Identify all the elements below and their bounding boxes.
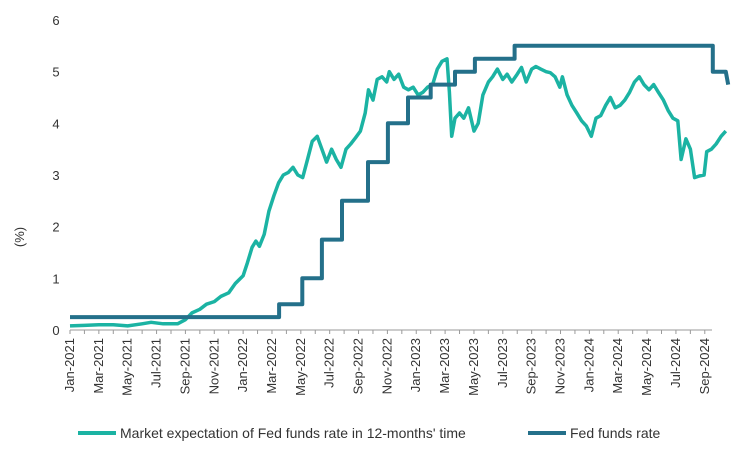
series-line-market-expectation [69,57,728,328]
x-tick-label: May-2024 [639,338,654,396]
x-axis: Jan-2021 Mar-2021 May-2021 Jul-2021 Sep-2021… [62,329,712,396]
x-tick-label: Jan-2024 [581,338,596,392]
y-tick-label: 4 [52,116,59,131]
x-tick-label: Sep-2023 [524,338,539,394]
x-tick-label: Mar-2024 [610,338,625,394]
series-line-fed-funds-rate [70,43,731,320]
legend-label: Market expectation of Fed funds rate in … [120,425,466,441]
y-tick-label: 5 [52,65,59,80]
x-tick-label: Jul-2024 [668,338,683,388]
x-tick-label: Jul-2023 [495,338,510,388]
y-axis: 0 1 2 3 4 5 6 [52,13,59,338]
x-tick-label: Jan-2023 [408,338,423,392]
x-tick-label: Sep-2024 [697,338,712,394]
x-tick-label: Sep-2021 [177,338,192,394]
x-tick-label: May-2022 [293,338,308,396]
y-tick-label: 3 [52,168,59,183]
x-tick-label: Nov-2023 [553,338,568,394]
series-layer [69,43,731,328]
x-tick-label: Nov-2022 [379,338,394,394]
x-tick-label: May-2021 [120,338,135,396]
x-tick-label: Jul-2021 [149,338,164,388]
x-tick-label: Jan-2022 [235,338,250,392]
y-tick-label: 6 [52,13,59,28]
y-axis-title: (%) [12,227,27,247]
x-tick-label: Mar-2021 [91,338,106,394]
x-tick-label: Nov-2021 [206,338,221,394]
x-tick-label: Mar-2023 [437,338,452,394]
legend: Market expectation of Fed funds rate in … [78,425,660,441]
y-tick-label: 2 [52,220,59,235]
x-tick-label: Mar-2022 [264,338,279,394]
x-tick-label: May-2023 [466,338,481,396]
y-tick-label: 0 [52,323,59,338]
x-tick-label: Jul-2022 [322,338,337,388]
x-tick-label: Jan-2021 [62,338,77,392]
x-tick-label: Sep-2022 [351,338,366,394]
legend-label: Fed funds rate [570,425,660,441]
y-tick-label: 1 [52,271,59,286]
